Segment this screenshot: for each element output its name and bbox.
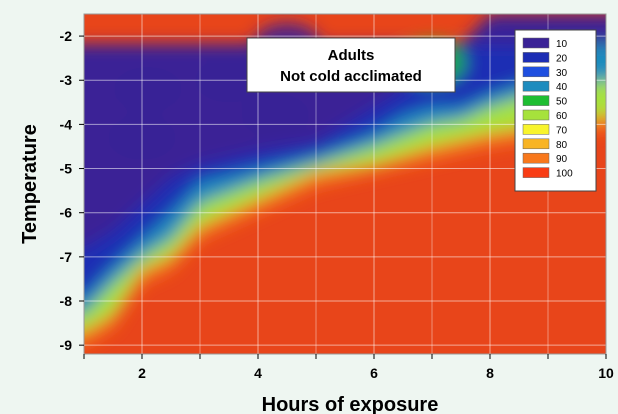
contour-island-1	[113, 67, 182, 112]
legend-swatch-30	[522, 66, 550, 78]
legend-label-20: 20	[556, 53, 568, 64]
legend-label-100: 100	[556, 169, 573, 180]
legend-swatch-40	[522, 80, 550, 92]
annotation-line-1: Adults	[328, 47, 375, 64]
legend-label-60: 60	[556, 111, 568, 122]
x-tick-label: 2	[138, 365, 146, 381]
y-tick-label: -5	[60, 161, 73, 177]
legend-swatch-70	[522, 124, 550, 135]
legend-swatch-10	[522, 37, 550, 49]
y-tick-label: -9	[60, 337, 73, 353]
y-axis-ticks: -9 -8 -7 -6 -5 -4 -3 -2	[60, 28, 84, 353]
legend-label-40: 40	[556, 82, 568, 93]
x-tick-label: 8	[486, 365, 494, 381]
contour-island-3	[241, 93, 310, 138]
legend-label-70: 70	[556, 125, 568, 136]
legend-swatch-60	[522, 109, 550, 121]
annotation-line-2: Not cold acclimated	[280, 68, 422, 85]
annotation-box: Adults Not cold acclimated	[246, 37, 456, 93]
legend-label-80: 80	[556, 140, 568, 151]
y-tick-label: -2	[60, 28, 73, 44]
y-tick-label: -8	[60, 293, 73, 309]
legend-label-10: 10	[556, 39, 568, 50]
x-axis-ticks: 2 4 6 8 10	[83, 354, 614, 381]
plot-border	[83, 13, 607, 355]
legend-swatch-100	[522, 167, 550, 178]
legend-swatch-80	[522, 138, 550, 150]
x-axis-label: Hours of exposure	[262, 394, 439, 414]
y-tick-label: -4	[60, 116, 73, 132]
legend-label-30: 30	[556, 68, 568, 79]
x-tick-label: 10	[598, 365, 614, 381]
x-tick-label: 6	[370, 365, 378, 381]
legend-swatch-20	[522, 52, 550, 63]
legend-swatch-90	[522, 152, 550, 164]
legend-label-90: 90	[556, 154, 568, 165]
x-tick-label: 4	[254, 365, 262, 381]
legend: 10 20 30 40 50 60 70 80 90 100	[514, 29, 597, 192]
y-tick-label: -3	[60, 72, 73, 88]
legend-swatch-50	[522, 95, 550, 106]
legend-label-50: 50	[556, 97, 568, 108]
y-tick-label: -7	[60, 249, 73, 265]
y-tick-label: -6	[60, 205, 73, 221]
y-axis-label: Temperature	[19, 124, 41, 244]
